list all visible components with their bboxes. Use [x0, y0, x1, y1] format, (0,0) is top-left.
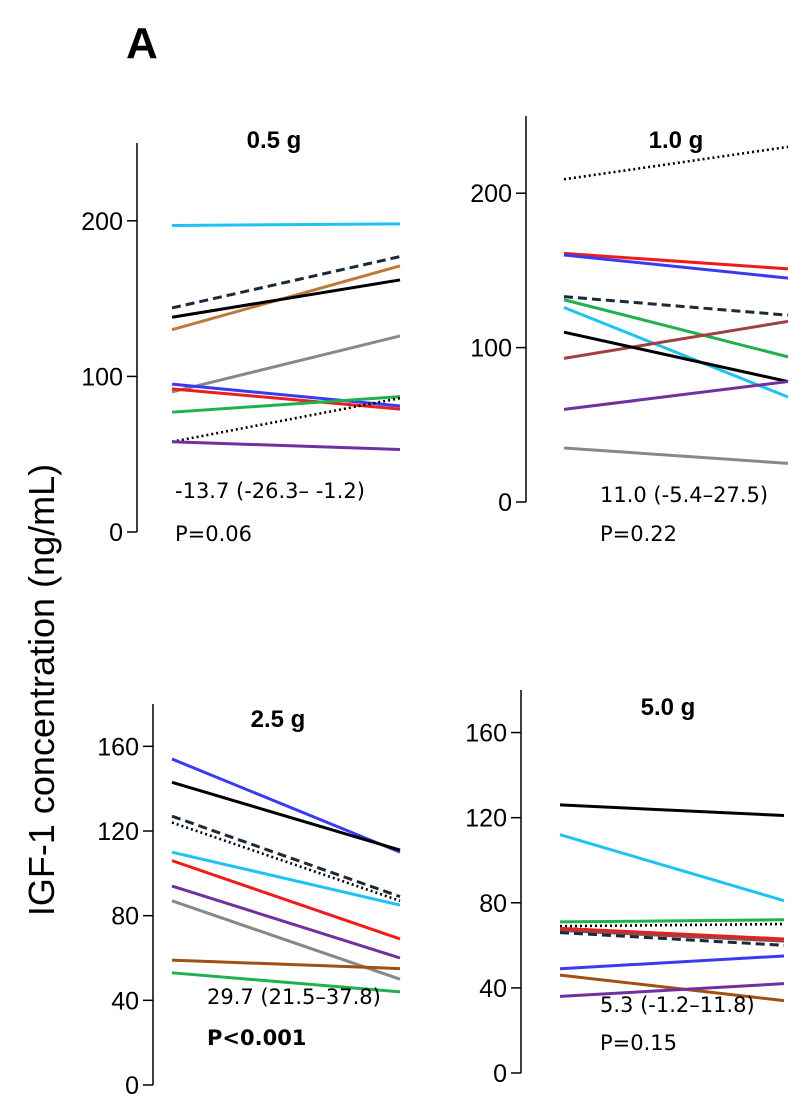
- y-tick-label: 80: [111, 903, 139, 931]
- series-line: [563, 330, 789, 384]
- p-value: P=0.15: [600, 1031, 677, 1055]
- series-line: [559, 833, 785, 903]
- y-tick-label: 0: [498, 489, 512, 517]
- panel-label: A: [126, 19, 158, 68]
- y-tick-label: 100: [470, 335, 512, 363]
- y-tick-label: 120: [465, 805, 507, 833]
- series-line: [559, 922, 785, 928]
- p-value: P=0.06: [175, 522, 252, 546]
- series-line: [171, 382, 401, 408]
- series-line: [559, 973, 785, 1003]
- panel-0-5g: 0 100 200 0.5 g -13.7 (-26.3– -1.2) P=0.06: [81, 127, 401, 547]
- effect-estimate: 11.0 (-5.4–27.5): [600, 483, 768, 507]
- panel-title: 2.5 g: [251, 706, 306, 733]
- series-line: [171, 387, 401, 411]
- y-tick-label: 40: [111, 987, 139, 1015]
- panel-2-5g: 0 40 80 120 160 2.5 g 29.7 (21.5–37.8) P<0.001: [97, 704, 401, 1100]
- series-line: [559, 931, 785, 947]
- y-tick-label: 160: [465, 720, 507, 748]
- y-tick-label: 40: [479, 975, 507, 1003]
- panel-1-0g: 0 100 200 1.0 g 11.0 (-5.4–27.5) P=0.22: [470, 116, 789, 546]
- series-line: [563, 319, 789, 360]
- panel-title: 5.0 g: [641, 694, 696, 721]
- series-line: [171, 859, 401, 941]
- panel-5-0g: 0 40 80 120 160 5.0 g 5.3 (-1.2–11.8) P=0.15: [465, 690, 785, 1088]
- series-line: [171, 958, 401, 971]
- y-tick-label: 0: [125, 1072, 139, 1100]
- series-line: [559, 928, 785, 943]
- series-line: [171, 850, 401, 907]
- series-line: [171, 814, 401, 899]
- y-tick-label: 200: [470, 180, 512, 208]
- series-line: [563, 251, 789, 271]
- series-line: [563, 446, 789, 465]
- y-tick-label: 200: [81, 208, 123, 236]
- series-line: [171, 821, 401, 903]
- p-value: P=0.22: [600, 522, 677, 546]
- series-line: [563, 295, 789, 317]
- y-tick-label: 100: [81, 363, 123, 391]
- y-axis-label: IGF-1 concentration (ng/mL): [21, 464, 62, 916]
- series-line: [559, 982, 785, 998]
- y-tick-label: 160: [97, 733, 139, 761]
- series-line: [171, 396, 401, 444]
- series-line: [563, 306, 789, 399]
- effect-estimate: 5.3 (-1.2–11.8): [600, 993, 755, 1017]
- y-tick-label: 0: [109, 519, 123, 547]
- series-line: [171, 440, 401, 452]
- series-line: [171, 780, 401, 852]
- series-line: [563, 298, 789, 359]
- y-tick-label: 80: [479, 890, 507, 918]
- series-line: [171, 278, 401, 319]
- series-line: [559, 926, 785, 941]
- series-line: [559, 954, 785, 971]
- series-line: [171, 222, 401, 227]
- y-tick-label: 120: [97, 818, 139, 846]
- y-tick-label: 0: [493, 1060, 507, 1088]
- series-line: [559, 918, 785, 924]
- series-line: [171, 395, 401, 414]
- panel-title: 1.0 g: [649, 127, 704, 154]
- effect-estimate: 29.7 (21.5–37.8): [207, 985, 381, 1009]
- series-line: [171, 757, 401, 854]
- series-line: [563, 253, 789, 280]
- series-line: [171, 334, 401, 394]
- p-value: P<0.001: [207, 1026, 306, 1050]
- panel-title: 0.5 g: [247, 127, 302, 154]
- effect-estimate: -13.7 (-26.3– -1.2): [175, 479, 365, 503]
- series-line: [171, 884, 401, 960]
- series-line: [171, 255, 401, 310]
- series-line: [563, 380, 789, 411]
- series-line: [171, 971, 401, 994]
- series-line: [559, 803, 785, 818]
